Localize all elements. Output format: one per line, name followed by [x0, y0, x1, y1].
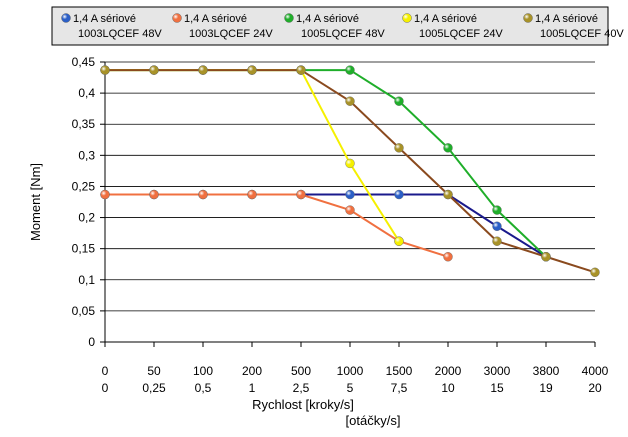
legend-label-line2: 1005LQCEF 40V: [540, 28, 624, 40]
x-tick-label-secondary: 19: [539, 381, 553, 395]
x-axis-label: Rychlost [kroky/s]: [252, 397, 354, 412]
data-point: [345, 96, 355, 106]
legend-label-line2: 1005LQCEF 24V: [419, 28, 503, 40]
axes: 0 0,05 0,1 0,15 0,2 0,25 0,3 0,35 0,4 0,45 0 0 50 0,2…: [72, 55, 609, 395]
x-tick-label-secondary: 2,5: [293, 381, 310, 395]
data-point: [443, 143, 453, 153]
data-point: [149, 189, 159, 200]
data-point: [443, 189, 453, 200]
series-line: [105, 193, 449, 258]
legend-label-line1: 1,4 A sériové: [73, 13, 136, 25]
data-point: [296, 189, 306, 200]
data-point: [590, 267, 600, 278]
legend-item: 1,4 A sériové 1003LQCEF 24V: [172, 13, 273, 40]
data-point: [345, 158, 355, 169]
x-tick-label: 1000: [337, 364, 364, 378]
x-tick-label-secondary: 20: [588, 381, 602, 395]
data-point: [492, 236, 502, 246]
x-tick-label: 500: [291, 364, 311, 378]
y-axis-label: Moment [Nm]: [28, 163, 43, 241]
x-tick-label: 50: [147, 364, 161, 378]
y-tick-label: 0,35: [72, 117, 96, 131]
data-point: [492, 205, 502, 215]
legend-marker: [284, 13, 294, 23]
series-markers: [100, 189, 551, 262]
data-point: [394, 143, 404, 153]
x-tick-label-secondary: 10: [441, 381, 455, 395]
x-tick-label: 1500: [386, 364, 413, 378]
data-point: [149, 65, 159, 75]
x-tick-label-secondary: 0,5: [195, 381, 212, 395]
y-tick-label: 0,3: [78, 148, 95, 162]
y-tick-label: 0,25: [72, 179, 96, 193]
x-tick-label-secondary: 5: [347, 381, 354, 395]
data-point: [345, 205, 355, 215]
x-tick-label: 100: [193, 364, 213, 378]
legend-label-line1: 1,4 A sériové: [184, 13, 247, 25]
axis-labels: Rychlost [kroky/s][otáčky/s] Moment [Nm]: [28, 163, 400, 428]
legend-box: [51, 6, 609, 46]
x-axis-label-secondary: [otáčky/s]: [346, 413, 401, 428]
x-tick-label: 200: [242, 364, 262, 378]
data-point: [394, 236, 404, 246]
legend-label-line2: 1003LQCEF 48V: [78, 28, 162, 40]
x-tick-label: 3800: [533, 364, 560, 378]
data-point: [198, 65, 208, 75]
data-point: [345, 65, 355, 75]
data-point: [100, 189, 110, 200]
legend-label-line1: 1,4 A sériové: [296, 13, 359, 25]
data-point: [394, 189, 404, 200]
data-point: [394, 96, 404, 106]
data-point: [541, 252, 551, 262]
legend-item: 1,4 A sériové 1005LQCEF 40V: [523, 13, 624, 40]
y-tick-label: 0,45: [72, 55, 96, 69]
x-tick-label: 4000: [582, 364, 609, 378]
series-markers: [100, 65, 551, 262]
y-tick-label: 0,2: [78, 211, 95, 225]
x-tick-label: 3000: [484, 364, 511, 378]
legend-label-line1: 1,4 A sériové: [535, 13, 598, 25]
legend-item: 1,4 A sériové 1005LQCEF 24V: [402, 13, 503, 40]
data-point: [345, 189, 355, 200]
series: [105, 193, 449, 258]
x-tick-label: 0: [102, 364, 109, 378]
series-markers: [100, 189, 453, 262]
x-tick-label-secondary: 15: [490, 381, 504, 395]
legend-marker: [402, 13, 412, 23]
y-tick-label: 0,1: [78, 273, 95, 287]
legend-label-line2: 1005LQCEF 48V: [301, 28, 385, 40]
series-group: [100, 65, 600, 278]
legend-item: 1,4 A sériové 1003LQCEF 48V: [61, 13, 162, 40]
legend-marker: [523, 13, 533, 23]
y-tick-label: 0,4: [78, 86, 95, 100]
y-tick-label: 0,15: [72, 242, 96, 256]
data-point: [198, 189, 208, 200]
data-point: [492, 221, 502, 231]
y-tick-label: 0,05: [72, 304, 96, 318]
data-point: [247, 65, 257, 75]
legend-label-line1: 1,4 A sériové: [414, 13, 477, 25]
legend-item: 1,4 A sériové 1005LQCEF 48V: [284, 13, 385, 40]
grid: [105, 61, 595, 312]
series: [105, 69, 547, 258]
legend-marker: [172, 13, 182, 23]
legend-label-line2: 1003LQCEF 24V: [189, 28, 273, 40]
series-markers: [100, 65, 600, 278]
x-tick-label-secondary: 0,25: [142, 381, 166, 395]
x-tick-label: 2000: [435, 364, 462, 378]
data-point: [100, 65, 110, 75]
data-point: [247, 189, 257, 200]
x-tick-label-secondary: 1: [249, 381, 256, 395]
series-line: [105, 69, 547, 258]
data-point: [443, 252, 453, 262]
y-tick-label: 0: [88, 335, 95, 349]
data-point: [296, 65, 306, 75]
x-tick-label-secondary: 7,5: [391, 381, 408, 395]
x-tick-label-secondary: 0: [102, 381, 109, 395]
legend-marker: [61, 13, 71, 23]
